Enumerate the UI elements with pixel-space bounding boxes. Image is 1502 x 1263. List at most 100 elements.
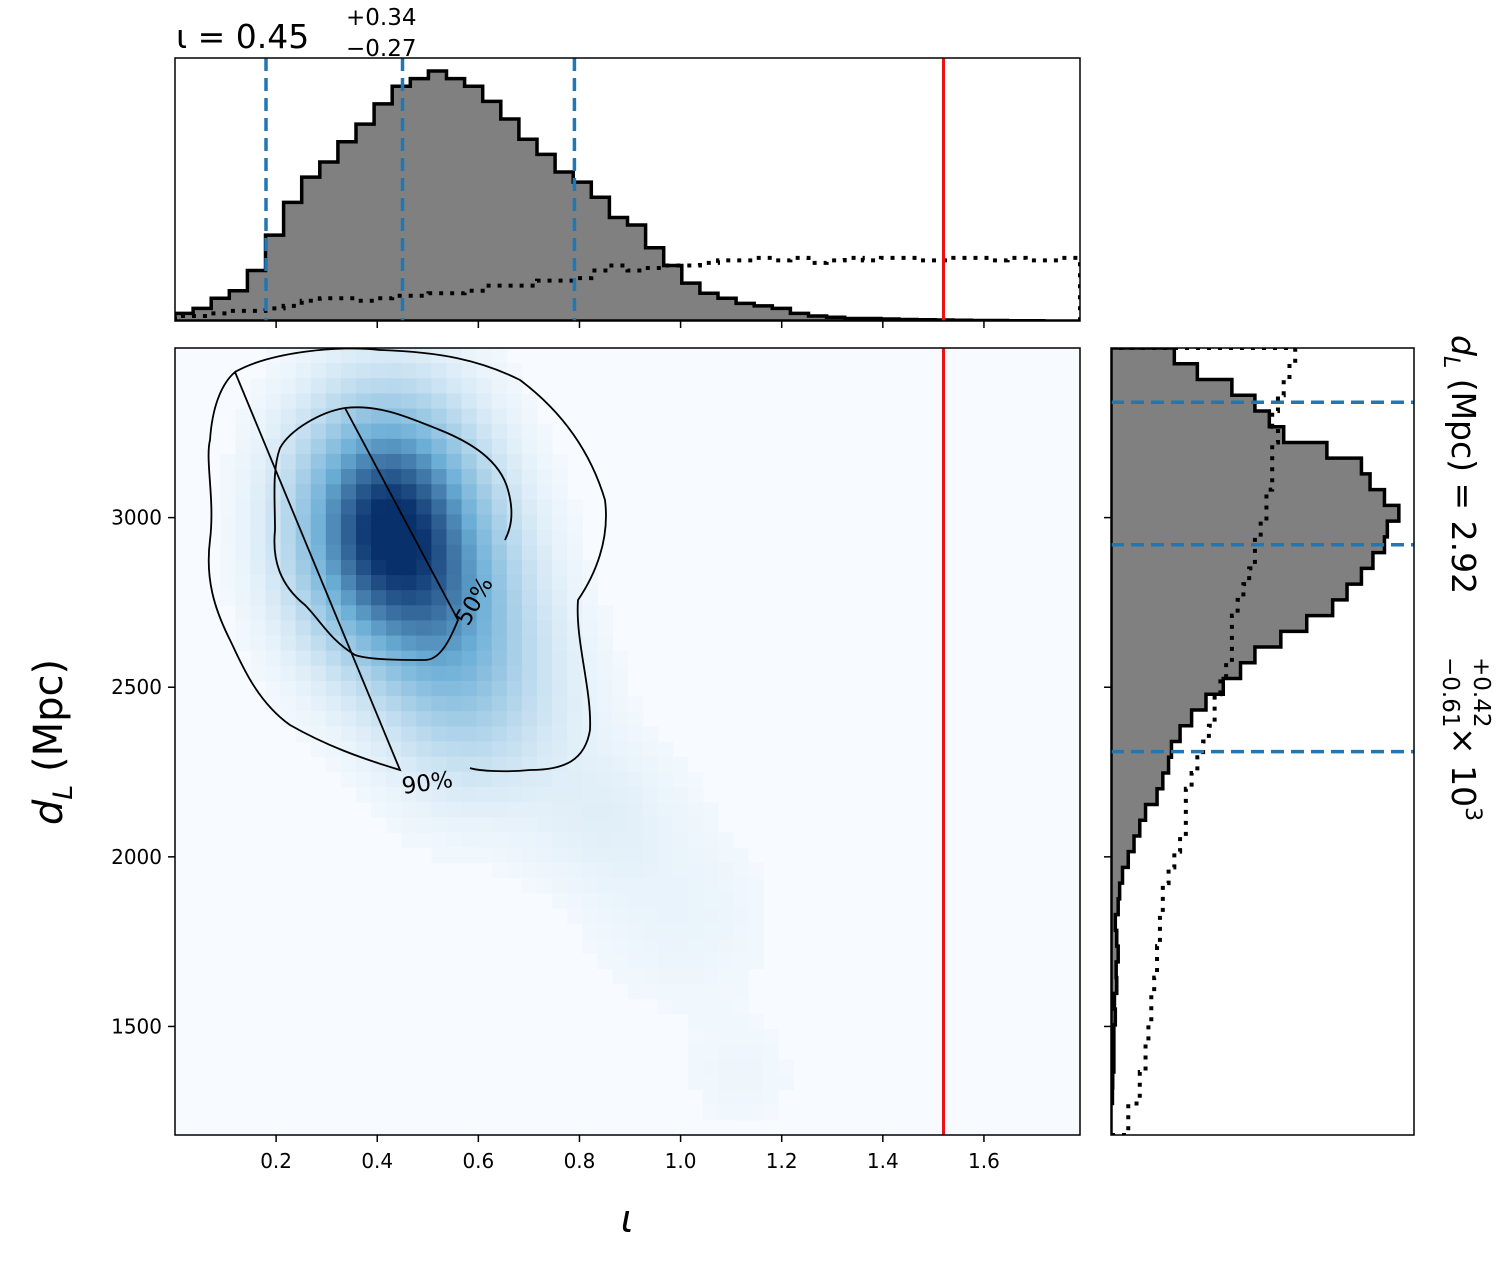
density-cell <box>537 514 553 531</box>
density-cell <box>506 786 523 803</box>
density-cell <box>325 544 342 561</box>
density-cell <box>431 802 448 818</box>
density-cell <box>401 741 417 758</box>
density-cell <box>476 529 493 546</box>
density-cell <box>416 665 433 682</box>
density-cell <box>537 680 553 697</box>
density-cell <box>491 802 508 818</box>
density-cell <box>552 786 568 803</box>
density-cell <box>295 559 312 576</box>
density-cell <box>295 423 312 440</box>
density-cell <box>461 771 478 788</box>
density-cell <box>340 726 357 743</box>
density-cell <box>265 620 282 637</box>
density-cell <box>476 499 493 516</box>
density-cell <box>401 680 417 697</box>
density-cell <box>491 847 508 864</box>
density-cell <box>280 696 297 712</box>
density-cell <box>521 771 538 788</box>
density-cell <box>416 771 433 788</box>
density-cell <box>416 348 433 364</box>
density-cell <box>431 590 448 606</box>
density-cell <box>386 423 402 440</box>
density-cell <box>627 983 644 1000</box>
density-cell <box>552 847 568 864</box>
density-cell <box>386 575 402 591</box>
density-cell <box>265 423 282 440</box>
density-cell <box>446 832 463 849</box>
density-cell <box>612 817 629 833</box>
density-cell <box>431 817 448 833</box>
density-cell <box>733 862 749 879</box>
density-cell <box>506 453 523 470</box>
density-cell <box>220 469 236 485</box>
density-cell <box>416 696 433 712</box>
density-cell <box>431 393 448 410</box>
density-cell <box>718 998 734 1015</box>
density-cell <box>521 620 538 637</box>
density-cell <box>506 544 523 561</box>
density-cell <box>552 892 568 909</box>
density-cell <box>386 559 402 576</box>
density-cell <box>310 650 327 667</box>
density-cell <box>687 802 704 818</box>
density-cell <box>401 620 417 637</box>
density-cell <box>612 650 629 667</box>
density-cell <box>552 544 568 561</box>
density-cell <box>506 771 523 788</box>
density-cell <box>250 378 267 395</box>
density-cell <box>491 665 508 682</box>
density-cell <box>567 771 583 788</box>
density-cell <box>778 1059 795 1076</box>
density-cell <box>401 605 417 622</box>
density-cell <box>521 802 538 818</box>
density-cell <box>416 529 433 546</box>
density-cell <box>401 453 417 470</box>
density-cell <box>461 393 478 410</box>
density-cell <box>672 953 689 970</box>
density-cell <box>597 680 614 697</box>
density-cell <box>280 363 297 379</box>
density-cell <box>401 696 417 712</box>
density-cell <box>325 756 342 773</box>
density-cell <box>235 529 252 546</box>
density-cell <box>235 408 252 425</box>
density-cell <box>416 650 433 667</box>
density-cell <box>386 590 402 606</box>
density-cell <box>340 559 357 576</box>
density-cell <box>718 953 734 970</box>
svg-text:+0.42: +0.42 <box>1468 657 1494 727</box>
density-cell <box>612 832 629 849</box>
density-cell <box>491 559 508 576</box>
x-tick-label: 0.4 <box>361 1149 393 1173</box>
density-cell <box>702 983 719 1000</box>
density-cell <box>521 756 538 773</box>
density-cell <box>371 605 387 622</box>
density-cell <box>748 1059 764 1076</box>
density-cell <box>506 605 523 622</box>
density-cell <box>280 378 297 395</box>
density-cell <box>446 514 463 531</box>
density-cell <box>627 802 644 818</box>
density-cell <box>567 847 583 864</box>
svg-text:−0.61: −0.61 <box>1437 657 1463 727</box>
density-cell <box>612 862 629 879</box>
density-cell <box>371 529 387 546</box>
density-cell <box>235 484 252 500</box>
density-cell <box>401 469 417 485</box>
density-cell <box>416 438 433 455</box>
density-cell <box>597 862 614 879</box>
density-cell <box>597 756 614 773</box>
density-cell <box>416 378 433 395</box>
density-cell <box>521 680 538 697</box>
x-tick-label: 0.8 <box>564 1149 596 1173</box>
density-cell <box>431 605 448 622</box>
density-cell <box>567 832 583 849</box>
density-cell <box>612 786 629 803</box>
density-cell <box>220 484 236 500</box>
density-cell <box>371 348 387 364</box>
density-cell <box>612 696 629 712</box>
density-cell <box>687 786 704 803</box>
density-cell <box>537 877 553 894</box>
density-cell <box>612 680 629 697</box>
